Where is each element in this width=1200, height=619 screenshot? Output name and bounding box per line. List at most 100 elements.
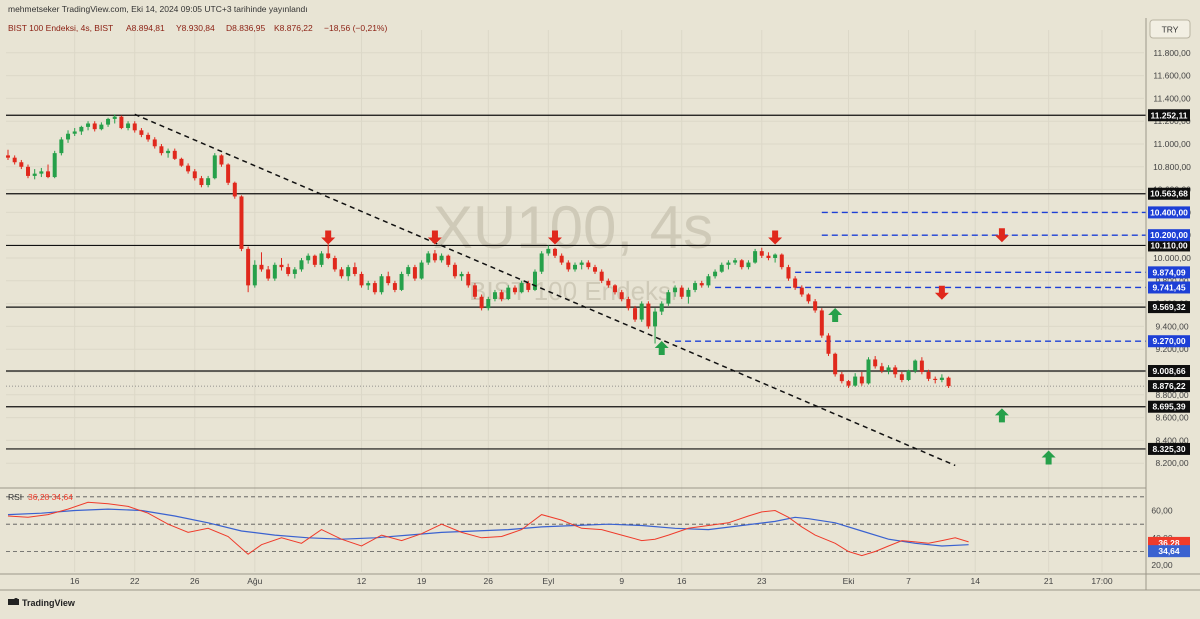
candle-body[interactable] [499,292,504,300]
candle-body[interactable] [66,133,71,140]
candle-body[interactable] [506,287,511,300]
rsi-line[interactable] [7,501,969,557]
candle-body[interactable] [839,374,844,382]
candle-body[interactable] [819,310,824,336]
rsi-ma-line[interactable] [7,508,969,547]
candle-body[interactable] [906,370,911,380]
candle-body[interactable] [572,264,578,270]
candle-body[interactable] [386,276,391,284]
candle-body[interactable] [913,360,918,371]
candle-body[interactable] [159,146,164,154]
candle-body[interactable] [806,294,811,302]
candle-body[interactable] [653,311,658,327]
candle-body[interactable] [406,267,411,274]
candle-body[interactable] [246,248,251,286]
candle-body[interactable] [472,285,477,297]
candle-body[interactable] [659,303,664,312]
candle-body[interactable] [552,248,557,256]
candle-body[interactable] [686,289,691,297]
candle-body[interactable] [339,269,344,277]
candle-body[interactable] [286,267,291,274]
candle-body[interactable] [606,280,611,286]
candle-body[interactable] [26,166,31,176]
candle-body[interactable] [919,360,924,372]
candle-body[interactable] [259,264,264,270]
candle-body[interactable] [706,276,711,286]
candle-body[interactable] [466,273,471,286]
candle-body[interactable] [206,178,211,186]
candle-body[interactable] [86,123,91,127]
candle-body[interactable] [486,299,491,309]
candle-body[interactable] [119,116,124,129]
candle-body[interactable] [219,155,224,165]
candle-body[interactable] [713,271,718,277]
candle-body[interactable] [873,359,878,367]
candle-body[interactable] [719,264,724,272]
candle-body[interactable] [352,267,357,274]
candle-body[interactable] [346,267,351,277]
candle-body[interactable] [452,264,457,277]
candle-body[interactable] [132,123,137,131]
candle-body[interactable] [212,155,217,179]
candle-body[interactable] [46,171,51,178]
candle-body[interactable] [479,296,484,309]
candle-body[interactable] [566,262,571,270]
candle-body[interactable] [893,367,898,375]
candle-body[interactable] [926,372,931,379]
candle-body[interactable] [826,335,831,354]
candle-body[interactable] [639,303,644,320]
candle-body[interactable] [779,254,784,268]
candle-body[interactable] [746,262,751,268]
candle-body[interactable] [846,381,851,386]
candle-body[interactable] [626,299,631,309]
candle-body[interactable] [733,260,738,263]
candle-body[interactable] [279,264,284,268]
candle-body[interactable] [166,150,171,154]
candle-body[interactable] [633,308,638,320]
candle-body[interactable] [19,162,24,167]
candle-body[interactable] [326,253,331,258]
candle-body[interactable] [866,359,871,384]
candle-body[interactable] [92,123,97,130]
candle-body[interactable] [786,267,791,279]
candle-body[interactable] [139,130,144,135]
candle-body[interactable] [879,366,884,371]
candle-body[interactable] [332,258,337,270]
candle-body[interactable] [79,126,84,132]
candle-body[interactable] [899,374,904,380]
candle-body[interactable] [439,255,444,261]
candle-body[interactable] [613,285,618,293]
candle-body[interactable] [593,267,598,272]
candle-body[interactable] [312,255,317,265]
candle-body[interactable] [673,287,678,293]
candle-body[interactable] [412,267,417,279]
candlestick-series[interactable] [5,114,951,388]
candle-body[interactable] [192,171,197,179]
candle-body[interactable] [546,248,551,254]
candle-body[interactable] [666,292,671,304]
candle-body[interactable] [519,283,524,293]
descending-trendline[interactable] [134,113,956,467]
candle-body[interactable] [766,255,771,258]
candle-body[interactable] [359,273,364,286]
candle-body[interactable] [759,251,764,256]
candle-body[interactable] [72,131,77,134]
candle-body[interactable] [459,273,464,277]
candle-body[interactable] [813,301,818,311]
candle-body[interactable] [272,264,277,279]
candle-body[interactable] [106,118,111,125]
candle-body[interactable] [32,173,37,176]
candle-body[interactable] [599,271,604,281]
candle-body[interactable] [739,260,744,268]
trendline[interactable] [134,113,956,467]
candle-body[interactable] [379,276,384,293]
candle-body[interactable] [152,139,157,147]
candle-body[interactable] [5,155,11,158]
candle-body[interactable] [446,255,451,265]
candle-body[interactable] [199,178,204,186]
candle-body[interactable] [12,157,17,163]
candle-body[interactable] [526,283,531,290]
candle-body[interactable] [179,158,184,166]
candle-body[interactable] [512,287,517,293]
